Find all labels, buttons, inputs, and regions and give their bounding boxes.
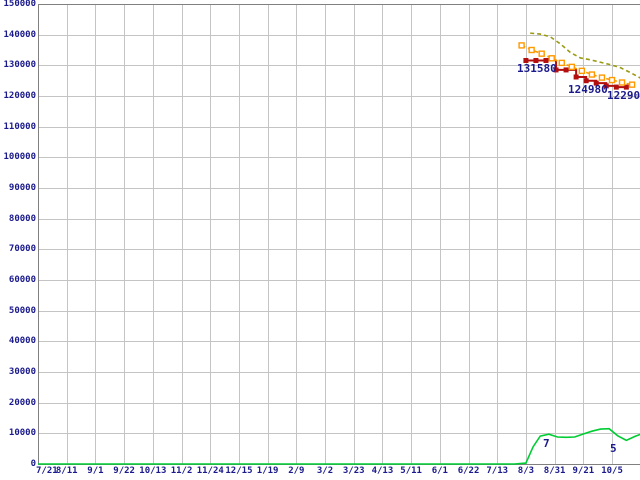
- x-axis-tick-label: 12/15: [225, 466, 253, 476]
- y-axis-tick-label: 20000: [8, 397, 36, 408]
- y-axis-tick-label: 120000: [3, 91, 36, 101]
- y-axis-tick-label: 150000: [3, 0, 36, 9]
- series-marker: [588, 71, 596, 78]
- y-axis-tick-label: 0: [30, 459, 36, 469]
- y-axis-tick-label: 110000: [3, 121, 36, 132]
- x-axis-tick-label: 7/21: [36, 466, 58, 476]
- series-marker: [578, 67, 586, 75]
- x-axis-tick-label: 9/22: [113, 466, 135, 476]
- x-axis-tick-label: 6/1: [431, 466, 448, 476]
- y-axis-tick-label: 60000: [8, 275, 36, 285]
- series-marker: [623, 84, 629, 90]
- series-marker: [628, 81, 636, 88]
- x-axis-tick-label: 10/5: [601, 466, 623, 476]
- series-marker: [528, 46, 535, 54]
- y-axis-tick-label: 30000: [8, 367, 36, 377]
- series-marker: [573, 74, 579, 80]
- y-axis-tick-label: 70000: [8, 244, 36, 255]
- value-label-131580: 131580: [517, 62, 557, 75]
- x-axis-tick-label: 4/13: [371, 466, 394, 476]
- x-axis-tick-label: 5/11: [400, 466, 422, 476]
- series-marker: [598, 74, 606, 81]
- x-axis-tick-label: 7/13: [486, 466, 509, 476]
- x-axis-tick-label: 11/24: [196, 466, 224, 476]
- y-axis-tick-label: 40000: [8, 336, 36, 347]
- x-axis-tick-label: 9/21: [572, 466, 595, 476]
- series-marker: [558, 59, 565, 67]
- series-marker: [538, 50, 545, 57]
- y-axis-tick-label: 80000: [8, 213, 36, 224]
- x-axis-tick-label: 1/19: [256, 466, 279, 476]
- series-marker: [563, 67, 569, 73]
- x-axis-tick-label: 8/11: [55, 466, 78, 476]
- x-axis-tick-label: 10/13: [139, 466, 167, 476]
- x-axis-tick-label: 11/2: [170, 466, 193, 476]
- x-axis-tick-label: 6/22: [457, 466, 480, 476]
- series-marker: [523, 57, 529, 63]
- x-axis-tick-label: 8/31: [543, 466, 566, 476]
- x-axis-tick-label: 3/2: [316, 466, 334, 476]
- volume-label-7: 7: [543, 437, 550, 450]
- y-axis-tick-label: 100000: [3, 152, 36, 163]
- series-marker: [618, 79, 626, 86]
- series-line-olive-dashed: [530, 32, 640, 79]
- x-axis-tick-label: 9/1: [87, 466, 104, 476]
- series-marker: [553, 67, 559, 73]
- series-marker: [608, 76, 616, 84]
- value-label-122900: 12290: [607, 89, 640, 102]
- series-line-volume-green: [38, 427, 640, 465]
- series-marker: [548, 55, 555, 62]
- series-marker: [593, 80, 599, 86]
- series-marker: [518, 42, 525, 49]
- y-axis-tick-label: 140000: [3, 29, 36, 40]
- x-axis-tick-label: 3/23: [342, 466, 365, 476]
- series-marker: [568, 63, 576, 71]
- volume-label-5: 5: [610, 442, 617, 455]
- value-label-124980: 124980: [568, 83, 608, 96]
- x-axis-tick-label: 2/9: [288, 466, 305, 476]
- series-marker: [543, 57, 549, 63]
- series-marker: [533, 57, 539, 63]
- y-axis-tick-label: 90000: [8, 183, 36, 193]
- y-axis-tick-label: 50000: [8, 305, 36, 316]
- series-marker: [583, 78, 589, 84]
- x-axis-tick-label: 8/3: [517, 466, 535, 476]
- y-axis-tick-label: 130000: [3, 60, 36, 71]
- series-marker: [603, 83, 609, 89]
- y-axis-tick-label: 10000: [8, 428, 36, 439]
- series-marker: [613, 84, 619, 90]
